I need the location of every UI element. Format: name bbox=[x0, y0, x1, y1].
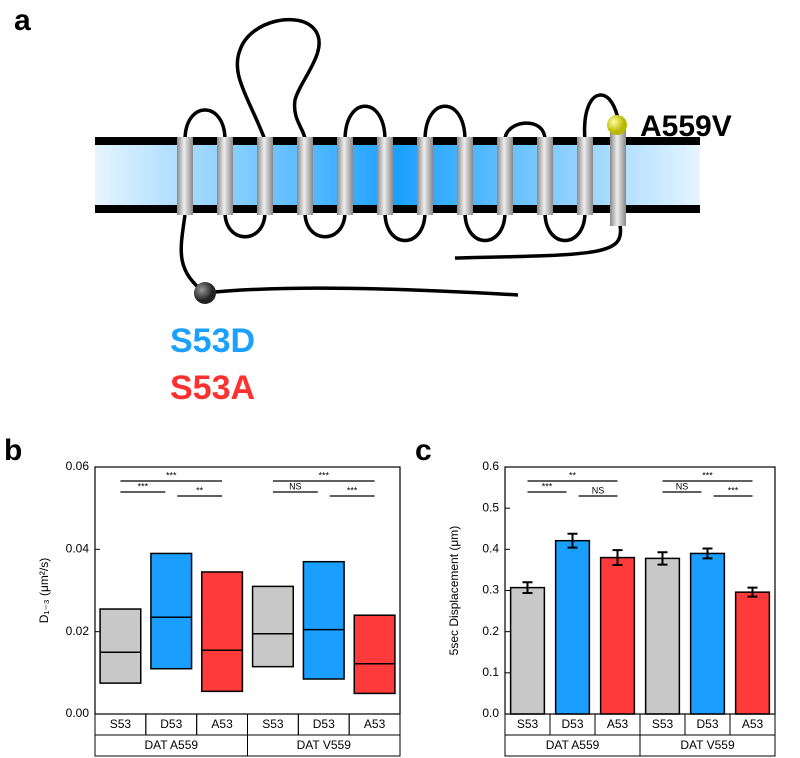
bar bbox=[689, 552, 726, 715]
x-tick-label: S53 bbox=[517, 717, 539, 731]
y-tick-label: 0.0 bbox=[482, 706, 499, 720]
x-tick-label: A53 bbox=[607, 717, 629, 731]
error-bar bbox=[567, 532, 578, 549]
y-tick-label: 0.06 bbox=[66, 459, 90, 473]
plot-frame bbox=[504, 466, 776, 715]
significance-label: NS bbox=[592, 485, 605, 495]
y-tick-label: 0.04 bbox=[66, 542, 90, 556]
y-tick-label: 0.2 bbox=[482, 624, 499, 638]
significance-label: ** bbox=[569, 470, 577, 480]
box bbox=[353, 614, 396, 695]
y-axis-label: 5sec Displacement (μm) bbox=[447, 526, 461, 656]
error-bar bbox=[657, 551, 668, 566]
bar bbox=[644, 557, 681, 715]
panel-label: a bbox=[14, 4, 31, 37]
y-tick-label: 0.02 bbox=[66, 624, 90, 638]
significance-label: *** bbox=[347, 485, 358, 495]
membrane bbox=[95, 137, 700, 213]
group-label: DAT V559 bbox=[297, 738, 352, 752]
group-label: DAT A559 bbox=[546, 738, 600, 752]
mutation-label: S53D bbox=[170, 322, 255, 360]
significance-label: *** bbox=[166, 470, 177, 480]
box bbox=[201, 571, 244, 693]
x-tick-label: D53 bbox=[561, 717, 583, 731]
y-tick-label: 0.00 bbox=[66, 706, 90, 720]
bar bbox=[554, 539, 591, 715]
y-tick-label: 0.1 bbox=[482, 665, 499, 679]
box bbox=[251, 585, 294, 668]
helices bbox=[177, 130, 626, 226]
y-tick-label: 0.3 bbox=[482, 583, 499, 597]
significance-label: *** bbox=[542, 481, 553, 491]
mutation-label: S53A bbox=[170, 369, 255, 407]
significance-label: NS bbox=[676, 481, 689, 491]
x-tick-label: A53 bbox=[364, 717, 386, 731]
panel-label: b bbox=[4, 434, 22, 467]
significance-label: *** bbox=[702, 470, 713, 480]
bar bbox=[734, 591, 771, 715]
significance-label: *** bbox=[138, 481, 149, 491]
significance-label: *** bbox=[728, 485, 739, 495]
error-bar bbox=[702, 547, 713, 560]
y-tick-label: 0.6 bbox=[482, 459, 499, 473]
x-tick-label: D53 bbox=[696, 717, 718, 731]
error-bar bbox=[747, 586, 758, 598]
mutation-label: A559V bbox=[640, 110, 732, 143]
x-tick-label: S53 bbox=[652, 717, 674, 731]
x-tick-label: A53 bbox=[211, 717, 233, 731]
significance-label: *** bbox=[318, 470, 329, 480]
significance-label: NS bbox=[289, 481, 302, 491]
bar bbox=[599, 556, 636, 715]
box bbox=[302, 560, 345, 680]
x-tick-label: D53 bbox=[160, 717, 182, 731]
x-tick-label: D53 bbox=[313, 717, 335, 731]
group-label: DAT A559 bbox=[144, 738, 198, 752]
significance-label: ** bbox=[196, 485, 204, 495]
box bbox=[150, 552, 193, 670]
site-marker bbox=[607, 115, 627, 135]
y-axis-label: D₁₋₃ (μm²/s) bbox=[37, 558, 51, 624]
group-label: DAT V559 bbox=[680, 738, 735, 752]
error-bar bbox=[522, 581, 533, 594]
group-cell bbox=[639, 734, 776, 757]
x-tick-label: S53 bbox=[262, 717, 284, 731]
panel-label: c bbox=[415, 434, 432, 467]
plot-frame bbox=[94, 466, 401, 715]
site-marker bbox=[194, 282, 216, 304]
error-bar bbox=[612, 549, 623, 566]
box bbox=[99, 608, 142, 684]
y-tick-label: 0.4 bbox=[482, 542, 499, 556]
x-tick-label: A53 bbox=[742, 717, 764, 731]
x-tick-label: S53 bbox=[110, 717, 132, 731]
group-cell bbox=[247, 734, 401, 757]
loops bbox=[179, 17, 623, 297]
bar bbox=[509, 586, 546, 715]
y-tick-label: 0.5 bbox=[482, 500, 499, 514]
